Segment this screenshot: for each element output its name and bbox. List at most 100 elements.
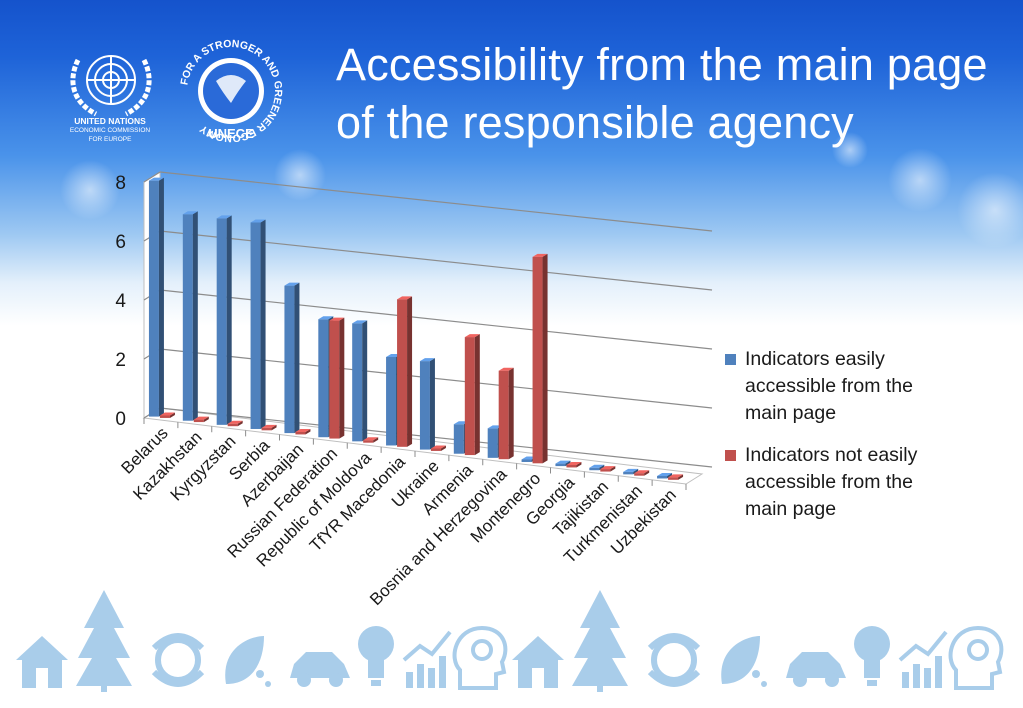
bar-side [373, 437, 379, 443]
bar [261, 427, 272, 431]
bar-top [329, 317, 345, 321]
growth-chart-icon [898, 630, 948, 688]
bar-side [508, 367, 514, 460]
bar [397, 299, 408, 447]
bar-top [464, 334, 480, 338]
bar-top [430, 445, 446, 449]
bar-top [261, 424, 277, 428]
y-tick-label: 2 [115, 350, 126, 371]
un-emblem-icon [70, 55, 152, 117]
bar-top [318, 316, 334, 320]
legend-line: accessible from the [745, 471, 913, 493]
un-logo-line1: UNITED NATIONS [74, 116, 146, 126]
lightbulb-icon [854, 626, 890, 686]
bar [498, 370, 509, 460]
bar-side [644, 470, 650, 476]
bar-top [295, 428, 311, 432]
tree-icon [76, 590, 132, 692]
head-gear-icon [948, 625, 1004, 690]
house-icon [512, 636, 564, 688]
bar-top [532, 253, 548, 257]
bar-side [633, 468, 639, 475]
bar-side [576, 461, 582, 468]
bar-top [555, 460, 571, 464]
bar-top [216, 215, 232, 219]
gridline [159, 348, 713, 409]
bar-side [362, 320, 368, 442]
bar [148, 180, 159, 417]
bar [430, 448, 441, 451]
bar-top [397, 296, 413, 300]
bar [453, 424, 464, 454]
bar [464, 337, 475, 456]
y-tick-label: 0 [115, 409, 126, 430]
bar-top [600, 466, 616, 470]
bokeh-light [888, 148, 952, 212]
bar-side [294, 282, 300, 434]
green-logo-brand: UNECE [208, 126, 254, 141]
bar [521, 459, 532, 462]
globe-icon [151, 633, 205, 687]
legend-line: main page [745, 402, 837, 424]
legend-label-easily: Indicators easily accessible from the ma… [745, 346, 965, 427]
bar-top [250, 219, 266, 223]
green-economy-logo: FOR A STRONGER AND GREENER ECONOMY UNECE [178, 38, 284, 144]
bar-side [407, 296, 413, 447]
bar [386, 356, 397, 446]
slide-title: Accessibility from the main page of the … [336, 39, 988, 148]
bar [419, 361, 430, 450]
bar-side [474, 334, 480, 456]
bar-top [623, 468, 639, 472]
leaf-drops-icon [721, 636, 767, 687]
bar-side [429, 358, 435, 450]
bar-side [610, 466, 616, 472]
bar-top [634, 470, 650, 474]
bar-side [169, 412, 175, 418]
un-logo-line3: FOR EUROPE [88, 136, 132, 143]
bokeh-light [957, 172, 1023, 248]
bar-top [363, 437, 379, 441]
bar [634, 473, 645, 476]
bar-side [565, 460, 571, 467]
legend-swatch-blue [725, 354, 736, 365]
growth-chart-icon [402, 630, 452, 688]
legend-line: Indicators easily [745, 348, 885, 370]
bar-side [260, 219, 266, 429]
bar [487, 428, 498, 458]
bar [532, 256, 543, 464]
un-logo-line2: ECONOMIC COMMISSION [69, 127, 151, 134]
bar-top [419, 358, 435, 362]
bar [193, 419, 204, 423]
bar [363, 440, 374, 443]
footer-icon-strip [16, 590, 1004, 692]
bar-top [352, 320, 368, 324]
legend-label-not-easily: Indicators not easily accessible from th… [745, 442, 965, 523]
bar [227, 423, 238, 427]
bar [555, 463, 566, 467]
bar [352, 323, 363, 442]
bar-top [589, 464, 605, 468]
bar-top [284, 282, 300, 286]
bar [668, 477, 679, 480]
bar-side [237, 420, 243, 427]
bar [623, 471, 634, 475]
legend-line: main page [745, 498, 837, 520]
gridline [159, 289, 713, 350]
bar-side [271, 424, 277, 431]
bar-top [498, 367, 514, 371]
y-tick-label: 6 [115, 232, 126, 253]
bar-side [158, 177, 164, 417]
bar-side [203, 416, 209, 423]
bar [159, 415, 170, 418]
bar-top [159, 412, 175, 416]
house-icon [16, 636, 68, 688]
legend-line: Indicators not easily [745, 444, 918, 466]
bar [250, 222, 261, 429]
bar [329, 320, 340, 439]
bar [216, 218, 227, 425]
bar [566, 464, 577, 468]
legend-line: accessible from the [745, 375, 913, 397]
bar-top [193, 416, 209, 420]
